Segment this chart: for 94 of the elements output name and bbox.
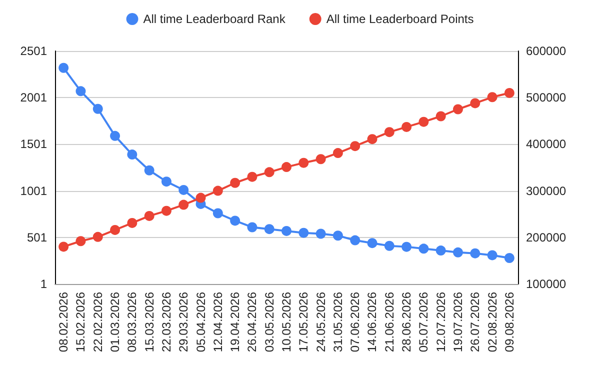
x-tick-label: 15.02.2026	[74, 292, 88, 352]
legend-label: All time Leaderboard Points	[326, 12, 474, 26]
x-tick-label: 28.06.2026	[400, 292, 414, 352]
y2-tick-label: 200000	[526, 230, 566, 244]
point	[247, 172, 258, 182]
point	[230, 216, 240, 226]
point	[452, 104, 463, 114]
point	[92, 104, 103, 114]
point	[504, 253, 514, 263]
point	[436, 246, 446, 256]
x-tick-label: 02.08.2026	[485, 292, 500, 352]
point	[247, 222, 258, 232]
x-tick-label: 31.05.2026	[330, 292, 345, 352]
point	[418, 116, 429, 127]
point	[350, 141, 360, 152]
point	[127, 218, 138, 228]
point	[110, 224, 120, 235]
point	[332, 148, 343, 158]
point	[144, 165, 154, 176]
point	[470, 98, 480, 108]
point	[436, 111, 446, 122]
x-tick-label: 21.06.2026	[382, 292, 396, 352]
point	[384, 240, 394, 251]
point	[178, 184, 189, 195]
x-tick-label: 10.05.2026	[280, 292, 294, 352]
y-tick-label: 1501	[20, 137, 48, 152]
point	[402, 242, 412, 252]
point	[487, 250, 498, 260]
point	[504, 88, 514, 98]
point	[196, 192, 206, 203]
x-tick-label: 08.03.2026	[125, 292, 140, 352]
y2-tick-label: 300000	[526, 184, 566, 198]
y2-tick-label: 400000	[526, 137, 566, 152]
x-tick-label: 09.08.2026	[502, 292, 516, 352]
point	[264, 167, 274, 178]
point	[487, 92, 498, 102]
point	[350, 235, 360, 246]
x-tick-label: 29.03.2026	[176, 292, 191, 352]
point	[298, 158, 309, 168]
y-tick-label: 2001	[20, 90, 48, 105]
point	[230, 178, 240, 188]
x-tick-label: 24.05.2026	[314, 292, 328, 352]
point	[316, 228, 326, 239]
point	[367, 134, 378, 144]
x-tick-label: 19.04.2026	[228, 292, 242, 352]
point	[58, 62, 69, 73]
point	[178, 200, 189, 210]
x-tick-label: 05.07.2026	[416, 292, 431, 352]
y-tick-label: 1001	[20, 184, 48, 198]
x-tick-label: 12.07.2026	[434, 292, 448, 352]
point	[212, 186, 223, 196]
point	[282, 226, 292, 236]
x-tick-label: 05.04.2026	[194, 292, 208, 352]
point	[316, 154, 326, 164]
point	[298, 228, 309, 238]
point	[92, 232, 103, 242]
x-tick-label: 12.04.2026	[210, 292, 225, 352]
x-tick-label: 01.03.2026	[108, 292, 122, 352]
point	[282, 162, 292, 172]
y2-tick-label: 500000	[526, 90, 566, 105]
point	[212, 208, 223, 218]
point	[332, 230, 343, 241]
point	[418, 244, 429, 254]
x-tick-label: 17.05.2026	[296, 292, 311, 352]
point	[384, 127, 394, 138]
point	[402, 122, 412, 132]
x-tick-label: 22.03.2026	[159, 292, 174, 352]
point	[127, 150, 138, 160]
y2-tick-label: 100000	[526, 277, 566, 291]
x-tick-label: 26.04.2026	[245, 292, 260, 352]
y2-tick-label: 600000	[526, 44, 566, 58]
point	[110, 130, 120, 141]
x-tick-label: 22.02.2026	[90, 292, 105, 352]
x-tick-label: 15.03.2026	[142, 292, 156, 352]
y-tick-label: 501	[26, 230, 48, 244]
point	[76, 86, 86, 96]
x-tick-label: 14.06.2026	[365, 292, 380, 352]
x-tick-label: 08.02.2026	[56, 292, 71, 352]
x-tick-label: 07.06.2026	[348, 292, 362, 352]
y-tick-label: 1	[40, 277, 48, 291]
y-tick-label: 2501	[20, 44, 48, 58]
point	[76, 236, 86, 246]
point	[367, 238, 378, 248]
x-tick-label: 03.05.2026	[262, 292, 276, 352]
point	[161, 176, 172, 187]
point	[161, 206, 172, 216]
point	[264, 224, 274, 234]
x-tick-label: 19.07.2026	[450, 292, 465, 352]
x-tick-label: 26.07.2026	[468, 292, 482, 352]
point	[470, 248, 480, 258]
point	[144, 210, 154, 221]
legend-label: All time Leaderboard Rank	[143, 12, 286, 26]
point	[58, 242, 69, 252]
point	[452, 247, 463, 258]
